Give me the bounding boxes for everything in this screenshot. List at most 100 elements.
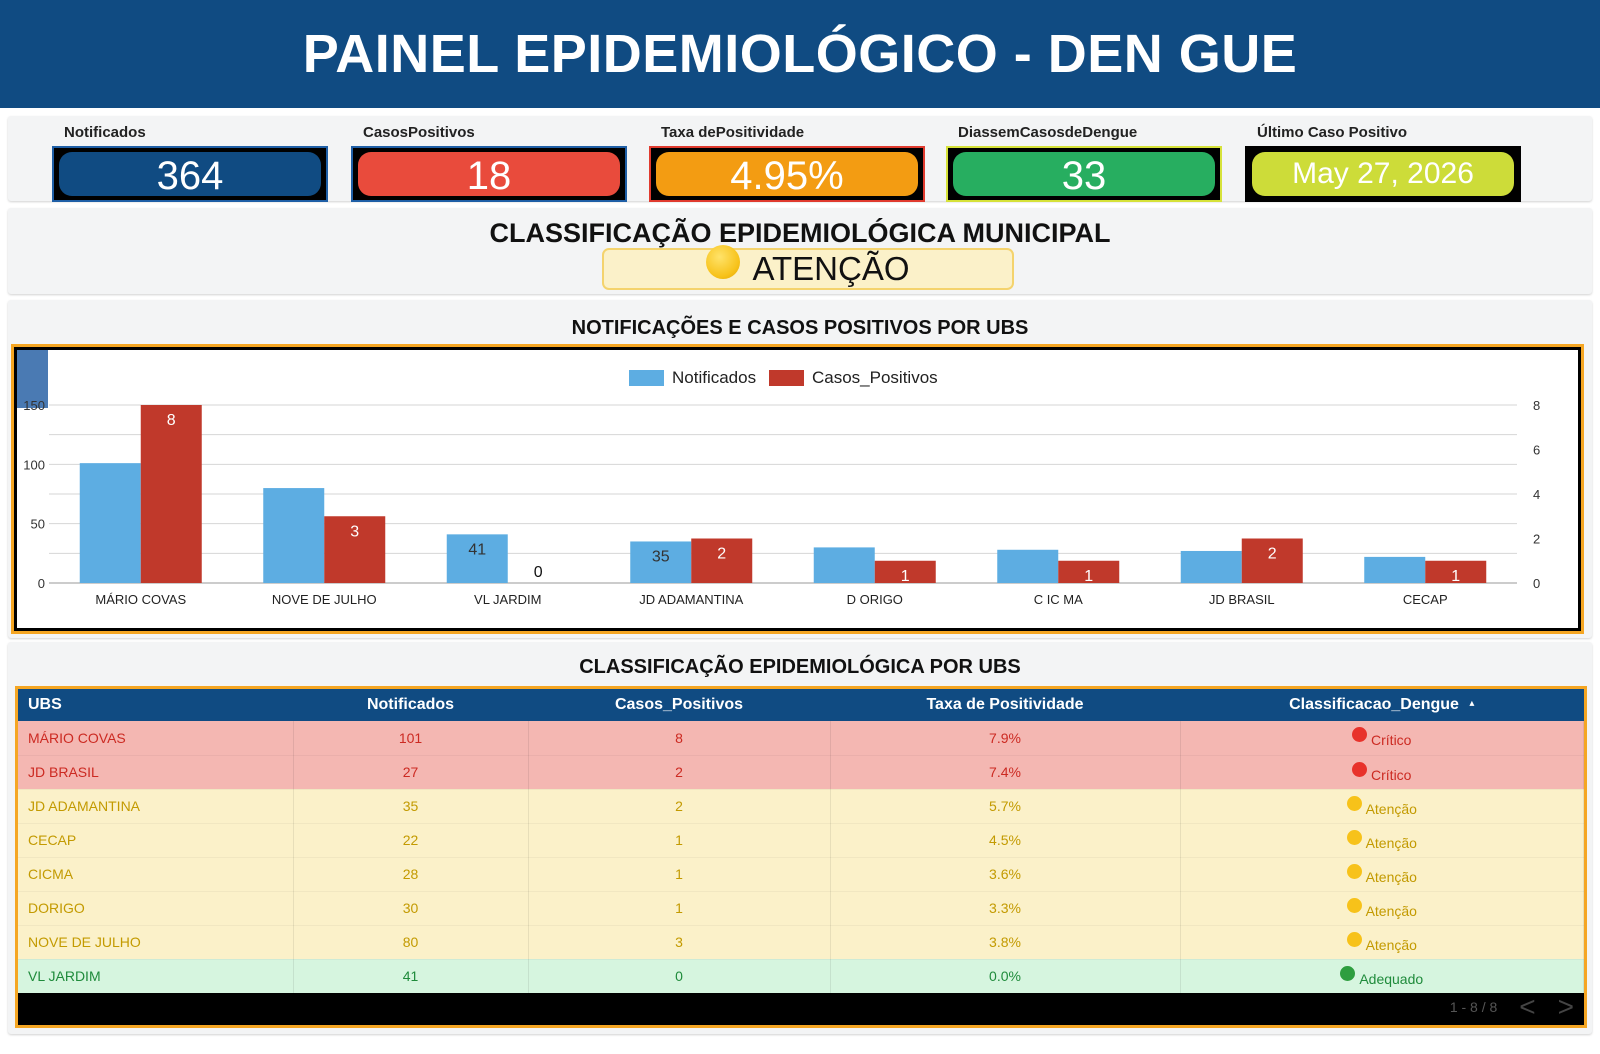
cell-notificados: 27: [293, 755, 529, 790]
pagination-text: 1 - 8 / 8: [1449, 999, 1498, 1015]
bar-label-notificados: 35: [652, 548, 670, 565]
bar-label-casos: 1: [1084, 568, 1093, 585]
cell-classificacao: Atenção: [1180, 857, 1584, 892]
x-category-label: JD BRASIL: [1209, 592, 1275, 607]
chart-corner-marker: [17, 350, 48, 408]
classificacao-label: Atenção: [1365, 800, 1417, 817]
cell-ubs: VL JARDIM: [18, 959, 294, 994]
y-left-tick-label: 100: [23, 457, 45, 472]
kpi-casos-label: CasosPositivos: [363, 124, 475, 141]
status-dot-icon: [1346, 795, 1362, 811]
cell-taxa: 7.4%: [830, 755, 1181, 790]
bar-label-casos: 2: [1268, 546, 1277, 563]
bar-label-casos: 3: [350, 523, 359, 540]
cell-classificacao: Crítico: [1180, 721, 1584, 756]
chart-title: NOTIFICAÇÕES E CASOS POSITIVOS POR UBS: [571, 317, 1029, 339]
municipal-status-badge: ATENÇÃO: [602, 245, 1014, 290]
status-dot-icon: [1346, 829, 1362, 845]
column-header-ubs[interactable]: UBS: [28, 696, 62, 713]
bar-label-casos: 0: [534, 564, 543, 581]
cell-casos: 3: [528, 925, 831, 960]
bar-casos-positivos: [1425, 560, 1487, 583]
bar-label-casos: 1: [1451, 568, 1460, 585]
status-dot-icon: [1340, 965, 1356, 981]
table-row[interactable]: VL JARDIM 41 0 0.0% Adequado: [18, 959, 1584, 994]
y-right-tick-label: 6: [1533, 443, 1540, 458]
bar-casos-positivos: [1058, 560, 1120, 583]
table-pagination: 1 - 8 / 8 < >: [1449, 991, 1574, 1022]
cell-ubs: DORIGO: [18, 891, 294, 926]
cell-taxa: 3.6%: [830, 857, 1181, 892]
column-header-casos[interactable]: Casos_Positivos: [614, 696, 744, 713]
cell-classificacao: Atenção: [1180, 891, 1584, 926]
kpi-ultimo-value: May 27, 2026: [1252, 152, 1514, 196]
bar-casos-positivos: [1241, 538, 1303, 583]
chevron-left-icon[interactable]: <: [1519, 991, 1536, 1022]
cell-casos: 2: [528, 789, 831, 824]
table-row[interactable]: DORIGO 30 1 3.3% Atenção: [18, 891, 1584, 926]
cell-taxa: 3.8%: [830, 925, 1181, 960]
sort-indicator-icon: ▴: [1469, 698, 1475, 709]
classificacao-label: Crítico: [1371, 732, 1412, 749]
bar-casos-positivos: [874, 560, 936, 583]
cell-notificados: 101: [293, 721, 529, 756]
classificacao-label: Crítico: [1371, 766, 1412, 783]
chart-frame: 0 50 100 150 0 2 4 6 8 Notificados Casos_Positivos…: [11, 344, 1584, 634]
cell-casos: 8: [528, 721, 831, 756]
cell-ubs: JD BRASIL: [18, 755, 294, 790]
column-header-classificacao-label: Classificacao_Dengue: [1289, 696, 1459, 713]
kpi-notificados: 364: [52, 146, 328, 202]
table-row[interactable]: MÁRIO COVAS 101 8 7.9% Crítico: [18, 721, 1584, 756]
bar-label-casos: 2: [717, 546, 726, 563]
table-header-row: UBS Notificados Casos_Positivos Taxa de …: [18, 689, 1584, 721]
classificacao-label: Atenção: [1365, 834, 1417, 851]
cell-notificados: 35: [293, 789, 529, 824]
bar-label-casos: 1: [901, 568, 910, 585]
municipal-panel: CLASSIFICAÇÃO EPIDEMIOLÓGICA MUNICIPAL A…: [8, 208, 1592, 294]
yellow-circle-icon: [706, 245, 741, 279]
ubs-table: UBS Notificados Casos_Positivos Taxa de …: [18, 689, 1584, 994]
x-category-label: C IC MA: [1034, 592, 1083, 607]
kpi-notificados-label: Notificados: [64, 124, 146, 141]
table-row[interactable]: CECAP 22 1 4.5% Atenção: [18, 823, 1584, 858]
column-header-classificacao[interactable]: Classificacao_Dengue ▴: [1180, 689, 1584, 721]
kpi-notificados-value: 364: [59, 152, 321, 196]
cell-casos: 1: [528, 823, 831, 858]
cell-ubs: NOVE DE JULHO: [18, 925, 294, 960]
cell-classificacao: Atenção: [1180, 823, 1584, 858]
cell-taxa: 4.5%: [830, 823, 1181, 858]
bar-notificados: [997, 549, 1059, 583]
status-dot-icon: [1346, 897, 1362, 913]
y-right-tick-label: 4: [1533, 487, 1540, 502]
bar-chart: 0 50 100 150 0 2 4 6 8 Notificados Casos_Positivos…: [17, 350, 1540, 607]
table-row[interactable]: NOVE DE JULHO 80 3 3.8% Atenção: [18, 925, 1584, 960]
table-frame: UBS Notificados Casos_Positivos Taxa de …: [15, 686, 1587, 1028]
cell-classificacao: Crítico: [1180, 755, 1584, 790]
cell-notificados: 80: [293, 925, 529, 960]
cell-casos: 0: [528, 959, 831, 994]
bar-notificados: [263, 488, 325, 583]
kpi-dias-value: 33: [953, 152, 1215, 196]
kpi-dias: 33: [946, 146, 1222, 202]
table-row[interactable]: CICMA 28 1 3.6% Atenção: [18, 857, 1584, 892]
table-row[interactable]: JD ADAMANTINA 35 2 5.7% Atenção: [18, 789, 1584, 824]
column-header-notificados[interactable]: Notificados: [366, 696, 455, 713]
classificacao-label: Adequado: [1359, 970, 1424, 987]
cell-notificados: 28: [293, 857, 529, 892]
y-left-tick-label: 0: [38, 576, 45, 591]
table-row[interactable]: JD BRASIL 27 2 7.4% Crítico: [18, 755, 1584, 790]
y-left-tick-label: 50: [31, 517, 45, 532]
cell-taxa: 5.7%: [830, 789, 1181, 824]
table-panel: CLASSIFICAÇÃO EPIDEMIOLÓGICA POR UBS UBS…: [8, 642, 1592, 1034]
cell-casos: 1: [528, 857, 831, 892]
kpi-taxa-value: 4.95%: [656, 152, 918, 196]
y-left-tick-label: 150: [23, 398, 45, 413]
chevron-right-icon[interactable]: >: [1557, 991, 1574, 1022]
bar-notificados: [813, 547, 875, 583]
column-header-taxa[interactable]: Taxa de Positividade: [926, 696, 1084, 713]
bar-notificados: [630, 541, 692, 583]
cell-ubs: CICMA: [18, 857, 294, 892]
status-dot-icon: [1346, 931, 1362, 947]
kpi-ultimo-label: Último Caso Positivo: [1257, 124, 1408, 141]
bar-label-casos: 8: [167, 412, 176, 429]
